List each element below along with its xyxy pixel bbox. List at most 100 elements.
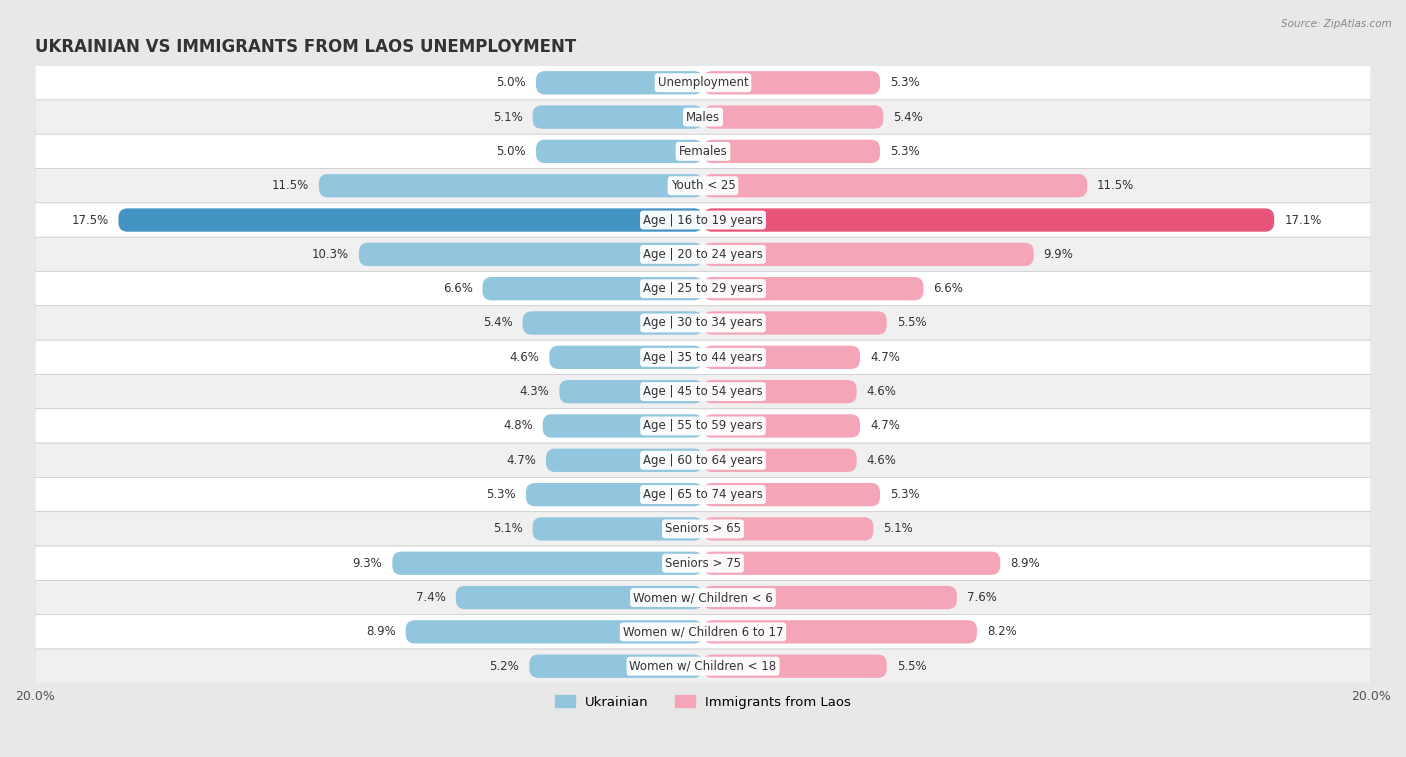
Text: Youth < 25: Youth < 25 bbox=[671, 179, 735, 192]
FancyBboxPatch shape bbox=[35, 272, 1371, 306]
Text: Age | 30 to 34 years: Age | 30 to 34 years bbox=[643, 316, 763, 329]
Text: 11.5%: 11.5% bbox=[271, 179, 309, 192]
FancyBboxPatch shape bbox=[35, 546, 1371, 581]
Text: Age | 55 to 59 years: Age | 55 to 59 years bbox=[643, 419, 763, 432]
Text: 7.6%: 7.6% bbox=[967, 591, 997, 604]
FancyBboxPatch shape bbox=[35, 237, 1371, 272]
Text: 4.8%: 4.8% bbox=[503, 419, 533, 432]
Text: 5.1%: 5.1% bbox=[494, 111, 523, 123]
FancyBboxPatch shape bbox=[35, 169, 1371, 203]
FancyBboxPatch shape bbox=[703, 414, 860, 438]
Text: Women w/ Children 6 to 17: Women w/ Children 6 to 17 bbox=[623, 625, 783, 638]
Text: UKRAINIAN VS IMMIGRANTS FROM LAOS UNEMPLOYMENT: UKRAINIAN VS IMMIGRANTS FROM LAOS UNEMPL… bbox=[35, 38, 576, 56]
Text: 5.0%: 5.0% bbox=[496, 145, 526, 158]
FancyBboxPatch shape bbox=[319, 174, 703, 198]
Text: Women w/ Children < 18: Women w/ Children < 18 bbox=[630, 659, 776, 673]
Text: Age | 45 to 54 years: Age | 45 to 54 years bbox=[643, 385, 763, 398]
Text: 17.5%: 17.5% bbox=[72, 213, 108, 226]
FancyBboxPatch shape bbox=[703, 620, 977, 643]
Text: 6.6%: 6.6% bbox=[934, 282, 963, 295]
FancyBboxPatch shape bbox=[703, 174, 1087, 198]
FancyBboxPatch shape bbox=[392, 552, 703, 575]
Text: 5.3%: 5.3% bbox=[890, 145, 920, 158]
FancyBboxPatch shape bbox=[35, 478, 1371, 512]
FancyBboxPatch shape bbox=[406, 620, 703, 643]
Text: 4.6%: 4.6% bbox=[509, 350, 540, 364]
Text: Males: Males bbox=[686, 111, 720, 123]
FancyBboxPatch shape bbox=[35, 340, 1371, 375]
FancyBboxPatch shape bbox=[703, 380, 856, 403]
FancyBboxPatch shape bbox=[703, 483, 880, 506]
Text: Females: Females bbox=[679, 145, 727, 158]
FancyBboxPatch shape bbox=[703, 449, 856, 472]
Text: Age | 25 to 29 years: Age | 25 to 29 years bbox=[643, 282, 763, 295]
FancyBboxPatch shape bbox=[35, 375, 1371, 409]
Text: Age | 60 to 64 years: Age | 60 to 64 years bbox=[643, 453, 763, 467]
FancyBboxPatch shape bbox=[703, 208, 1274, 232]
Text: 4.7%: 4.7% bbox=[870, 350, 900, 364]
FancyBboxPatch shape bbox=[35, 134, 1371, 169]
Text: Age | 65 to 74 years: Age | 65 to 74 years bbox=[643, 488, 763, 501]
FancyBboxPatch shape bbox=[533, 105, 703, 129]
Text: 4.7%: 4.7% bbox=[870, 419, 900, 432]
FancyBboxPatch shape bbox=[560, 380, 703, 403]
FancyBboxPatch shape bbox=[703, 277, 924, 301]
FancyBboxPatch shape bbox=[703, 517, 873, 540]
Text: Source: ZipAtlas.com: Source: ZipAtlas.com bbox=[1281, 19, 1392, 29]
Text: 9.3%: 9.3% bbox=[353, 556, 382, 570]
Text: Age | 35 to 44 years: Age | 35 to 44 years bbox=[643, 350, 763, 364]
FancyBboxPatch shape bbox=[546, 449, 703, 472]
FancyBboxPatch shape bbox=[703, 311, 887, 335]
Text: Unemployment: Unemployment bbox=[658, 76, 748, 89]
FancyBboxPatch shape bbox=[703, 586, 957, 609]
Text: 5.1%: 5.1% bbox=[883, 522, 912, 535]
Text: 5.0%: 5.0% bbox=[496, 76, 526, 89]
FancyBboxPatch shape bbox=[550, 346, 703, 369]
FancyBboxPatch shape bbox=[526, 483, 703, 506]
Text: 4.6%: 4.6% bbox=[866, 453, 897, 467]
Text: Seniors > 65: Seniors > 65 bbox=[665, 522, 741, 535]
Text: Age | 20 to 24 years: Age | 20 to 24 years bbox=[643, 248, 763, 261]
Text: 5.1%: 5.1% bbox=[494, 522, 523, 535]
Text: 6.6%: 6.6% bbox=[443, 282, 472, 295]
Text: 11.5%: 11.5% bbox=[1097, 179, 1135, 192]
FancyBboxPatch shape bbox=[35, 203, 1371, 237]
FancyBboxPatch shape bbox=[35, 649, 1371, 684]
FancyBboxPatch shape bbox=[703, 71, 880, 95]
FancyBboxPatch shape bbox=[35, 66, 1371, 100]
Text: 5.3%: 5.3% bbox=[890, 76, 920, 89]
FancyBboxPatch shape bbox=[543, 414, 703, 438]
FancyBboxPatch shape bbox=[533, 517, 703, 540]
Text: 4.3%: 4.3% bbox=[520, 385, 550, 398]
FancyBboxPatch shape bbox=[35, 615, 1371, 649]
FancyBboxPatch shape bbox=[35, 409, 1371, 443]
FancyBboxPatch shape bbox=[703, 140, 880, 163]
FancyBboxPatch shape bbox=[35, 306, 1371, 340]
Text: 4.6%: 4.6% bbox=[866, 385, 897, 398]
FancyBboxPatch shape bbox=[529, 655, 703, 678]
FancyBboxPatch shape bbox=[118, 208, 703, 232]
Text: 5.5%: 5.5% bbox=[897, 316, 927, 329]
Text: 4.7%: 4.7% bbox=[506, 453, 536, 467]
Text: 10.3%: 10.3% bbox=[312, 248, 349, 261]
Text: 8.2%: 8.2% bbox=[987, 625, 1017, 638]
Text: 8.9%: 8.9% bbox=[366, 625, 395, 638]
FancyBboxPatch shape bbox=[536, 71, 703, 95]
FancyBboxPatch shape bbox=[35, 512, 1371, 546]
Text: 5.4%: 5.4% bbox=[482, 316, 513, 329]
FancyBboxPatch shape bbox=[35, 100, 1371, 134]
FancyBboxPatch shape bbox=[703, 243, 1033, 266]
FancyBboxPatch shape bbox=[523, 311, 703, 335]
Text: 17.1%: 17.1% bbox=[1284, 213, 1322, 226]
Text: 9.9%: 9.9% bbox=[1043, 248, 1074, 261]
Text: 5.3%: 5.3% bbox=[486, 488, 516, 501]
Text: Seniors > 75: Seniors > 75 bbox=[665, 556, 741, 570]
FancyBboxPatch shape bbox=[35, 581, 1371, 615]
FancyBboxPatch shape bbox=[536, 140, 703, 163]
FancyBboxPatch shape bbox=[703, 552, 1000, 575]
FancyBboxPatch shape bbox=[703, 346, 860, 369]
Text: 7.4%: 7.4% bbox=[416, 591, 446, 604]
Text: 5.5%: 5.5% bbox=[897, 659, 927, 673]
FancyBboxPatch shape bbox=[456, 586, 703, 609]
FancyBboxPatch shape bbox=[703, 105, 883, 129]
